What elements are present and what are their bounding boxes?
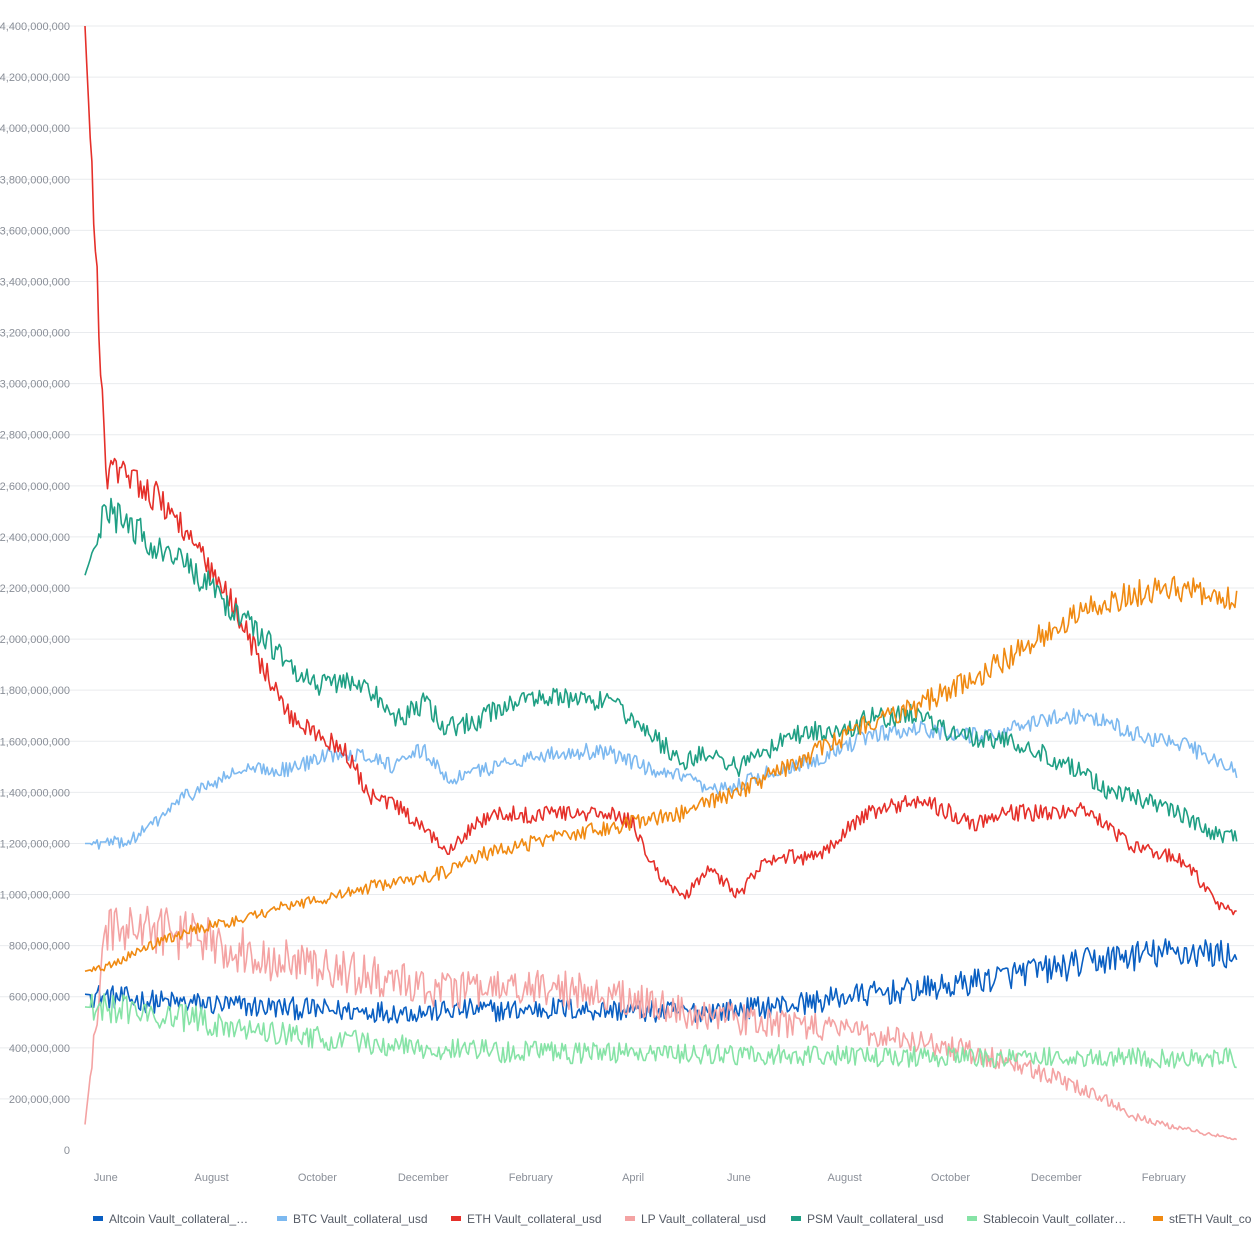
y-tick-label: 0 — [64, 1145, 70, 1157]
x-tick-label: October — [298, 1172, 337, 1184]
y-tick-label: 3,200,000,000 — [0, 328, 70, 340]
legend-swatch — [1153, 1216, 1163, 1221]
x-axis: June August October December February April Ju… — [94, 1172, 1186, 1184]
legend-label: LP Vault_collateral_usd — [641, 1212, 766, 1226]
y-tick-label: 3,800,000,000 — [0, 174, 70, 186]
y-tick-label: 800,000,000 — [9, 941, 70, 953]
legend-label: stETH Vault_co — [1169, 1212, 1252, 1226]
x-tick-label: August — [828, 1172, 862, 1184]
y-tick-label: 2,200,000,000 — [0, 583, 70, 595]
y-tick-label: 1,200,000,000 — [0, 838, 70, 850]
legend-swatch — [625, 1216, 635, 1221]
y-tick-label: 3,400,000,000 — [0, 276, 70, 288]
series-line — [84, 905, 1238, 1141]
series-line — [84, 993, 1237, 1069]
legend-label: Altcoin Vault_collateral_… — [109, 1212, 248, 1226]
legend-item[interactable]: Stablecoin Vault_collater… — [967, 1212, 1126, 1226]
legend-label: ETH Vault_collateral_usd — [467, 1212, 602, 1226]
y-tick-label: 2,600,000,000 — [0, 481, 70, 493]
series-line — [85, 708, 1238, 850]
y-tick-label: 1,000,000,000 — [0, 890, 70, 902]
y-tick-label: 1,800,000,000 — [0, 685, 70, 697]
gridlines — [0, 25, 1254, 1100]
x-tick-label: December — [398, 1172, 449, 1184]
x-tick-label: February — [509, 1172, 554, 1184]
y-tick-label: 2,000,000,000 — [0, 634, 70, 646]
legend-item[interactable]: PSM Vault_collateral_usd — [791, 1212, 944, 1226]
y-tick-label: 1,600,000,000 — [0, 736, 70, 748]
legend-item[interactable]: Altcoin Vault_collateral_… — [93, 1212, 248, 1226]
legend-item[interactable]: ETH Vault_collateral_usd — [451, 1212, 602, 1226]
plot-area — [84, 25, 1238, 1141]
legend-swatch — [451, 1216, 461, 1221]
x-tick-label: December — [1031, 1172, 1082, 1184]
series-line — [84, 497, 1238, 844]
y-tick-label: 4,000,000,000 — [0, 123, 70, 135]
y-tick-label: 200,000,000 — [9, 1094, 70, 1106]
legend-swatch — [967, 1216, 977, 1221]
legend-label: PSM Vault_collateral_usd — [807, 1212, 944, 1226]
legend-item[interactable]: BTC Vault_collateral_usd — [277, 1212, 428, 1226]
y-tick-label: 600,000,000 — [9, 992, 70, 1004]
y-tick-label: 400,000,000 — [9, 1043, 70, 1055]
legend: Altcoin Vault_collateral_… BTC Vault_coll… — [93, 1212, 1252, 1226]
x-tick-label: June — [94, 1172, 118, 1184]
x-tick-label: October — [931, 1172, 970, 1184]
y-tick-label: 3,000,000,000 — [0, 379, 70, 391]
y-tick-label: 2,400,000,000 — [0, 532, 70, 544]
series-line — [84, 25, 1237, 916]
y-tick-label: 3,600,000,000 — [0, 225, 70, 237]
series-line — [84, 575, 1238, 973]
legend-label: Stablecoin Vault_collater… — [983, 1212, 1126, 1226]
y-tick-label: 4,200,000,000 — [0, 72, 70, 84]
legend-item[interactable]: LP Vault_collateral_usd — [625, 1212, 766, 1226]
x-tick-label: June — [727, 1172, 751, 1184]
legend-item[interactable]: stETH Vault_co — [1153, 1212, 1252, 1226]
y-tick-label: 2,800,000,000 — [0, 430, 70, 442]
y-tick-label: 4,400,000,000 — [0, 21, 70, 33]
legend-swatch — [93, 1216, 103, 1221]
series-line — [84, 938, 1238, 1024]
legend-swatch — [791, 1216, 801, 1221]
y-axis: 0 200,000,000 400,000,000 600,000,000 800,00… — [0, 21, 70, 1157]
legend-swatch — [277, 1216, 287, 1221]
y-tick-label: 1,400,000,000 — [0, 787, 70, 799]
x-tick-label: April — [622, 1172, 644, 1184]
x-tick-label: August — [194, 1172, 228, 1184]
legend-label: BTC Vault_collateral_usd — [293, 1212, 428, 1226]
x-tick-label: February — [1142, 1172, 1187, 1184]
